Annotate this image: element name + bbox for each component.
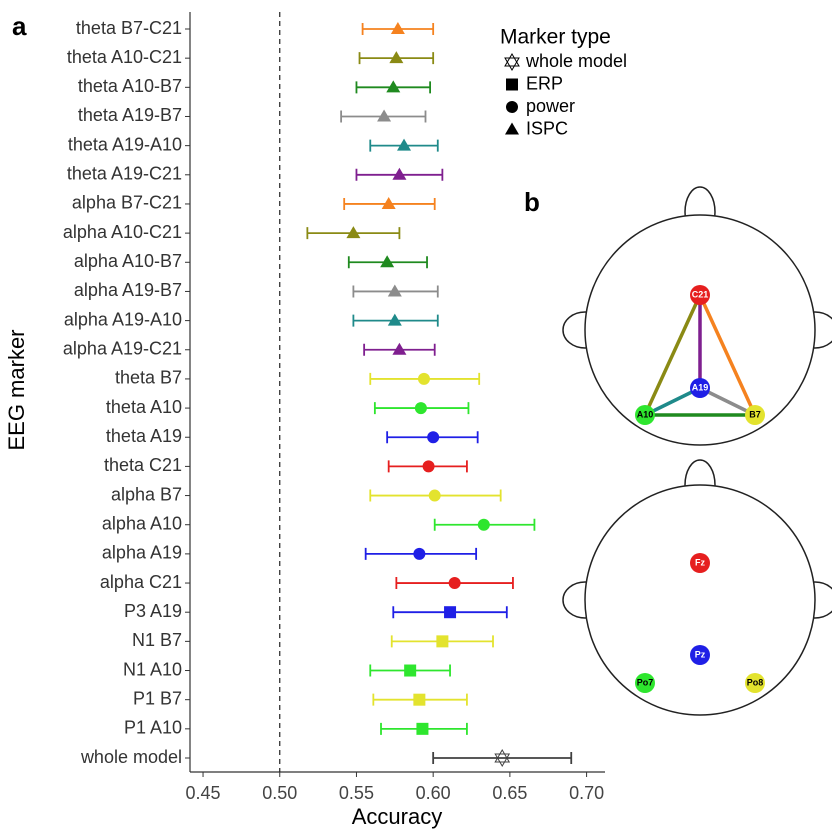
triangle-marker [386,80,401,93]
electrode-label: B7 [749,409,761,419]
circle-marker [428,489,441,502]
x-tick-label: 0.70 [569,783,604,803]
electrode-label: A10 [637,409,654,419]
y-tick-label: theta B7-C21 [76,18,182,38]
electrode-label: Po7 [637,677,654,687]
y-tick-label: theta A10 [106,397,182,417]
x-tick-label: 0.55 [339,783,374,803]
y-tick-label: P1 A10 [124,718,182,738]
circle-marker [477,518,490,531]
triangle-marker [390,22,405,34]
y-tick-label: theta A19-B7 [78,105,182,125]
y-tick-label: alpha A10 [102,513,182,533]
triangle-marker [377,109,392,122]
error-bar [432,752,573,764]
circle-marker [414,402,427,415]
electrode-label: A19 [692,382,709,392]
triangle-marker [505,122,519,135]
triangle-marker [381,196,396,209]
star-marker [504,53,520,71]
electrode [745,673,765,693]
x-tick-label: 0.65 [492,783,527,803]
triangle-marker [387,284,402,297]
y-tick-label: theta A19 [106,426,182,446]
circle-marker [422,460,435,473]
square-marker [416,722,429,735]
connection [699,386,756,417]
circle-marker [448,577,461,590]
electrode [635,405,655,425]
y-tick-label: theta C21 [104,455,182,475]
panel-label: b [524,187,540,217]
connection [643,294,702,416]
star-marker [494,749,511,767]
legend-label: power [526,96,575,116]
x-tick-label: 0.50 [262,783,297,803]
connection [698,294,757,416]
electrode [690,553,710,573]
triangle-marker [387,313,402,326]
y-tick-label: whole model [80,747,182,767]
square-marker [444,606,457,619]
electrode [635,673,655,693]
square-marker [436,635,449,648]
legend-label: ERP [526,73,563,93]
y-tick-label: alpha A19-A10 [64,309,182,329]
y-tick-label: alpha C21 [100,572,182,592]
electrode-label: Po8 [747,677,764,687]
y-tick-label: alpha A19-B7 [74,280,182,300]
y-tick-label: alpha B7 [111,484,182,504]
y-tick-label: alpha A19-C21 [63,339,182,359]
x-tick-label: 0.45 [186,783,221,803]
y-tick-label: P3 A19 [124,601,182,621]
electrode [690,378,710,398]
circle-marker [417,372,430,385]
electrode-label: Pz [695,649,706,659]
y-axis-title: EEG marker [4,329,29,450]
circle-marker [413,547,426,560]
y-tick-label: theta B7 [115,368,182,388]
y-tick-label: N1 A10 [123,659,182,679]
electrode [690,645,710,665]
electrode-label: Fz [695,557,705,567]
circle-marker [427,431,440,444]
legend-label: whole model [525,51,627,71]
triangle-marker [392,167,407,180]
y-tick-label: P1 B7 [133,688,182,708]
legend-label: ISPC [526,118,568,138]
x-axis-title: Accuracy [352,804,442,829]
y-tick-label: alpha A19 [102,543,182,563]
y-tick-label: theta A10-B7 [78,76,182,96]
y-tick-label: theta A19-C21 [67,164,182,184]
square-marker [506,78,518,91]
y-tick-label: alpha A10-C21 [63,222,182,242]
y-tick-label: theta A10-C21 [67,47,182,67]
y-tick-label: theta A19-A10 [68,134,182,154]
y-tick-label: N1 B7 [132,630,182,650]
head-outline [584,484,816,716]
panel-label: a [12,11,27,41]
connection [644,386,701,417]
triangle-marker [380,255,395,268]
circle-marker [506,101,518,113]
y-tick-label: alpha A10-B7 [74,251,182,271]
square-marker [404,664,417,677]
triangle-marker [392,342,407,355]
head-top: C21 A19 A10 B7 [562,186,832,446]
electrode-label: C21 [692,289,709,299]
electrode [690,285,710,305]
x-tick-label: 0.60 [416,783,451,803]
legend-title: Marker type [500,26,611,49]
electrode [745,405,765,425]
triangle-marker [397,138,412,151]
triangle-marker [389,51,404,64]
square-marker [413,693,426,706]
y-tick-label: alpha B7-C21 [72,193,182,213]
head-bottom: Fz Pz Po7 Po8 [562,459,832,716]
triangle-marker [346,226,361,239]
